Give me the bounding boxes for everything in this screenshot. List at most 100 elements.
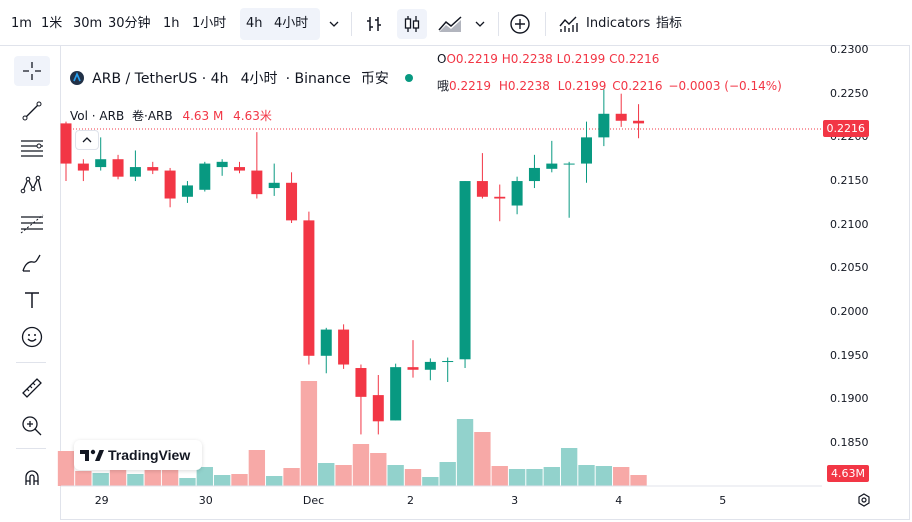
text-tool-icon[interactable] (14, 285, 50, 315)
magnet-icon[interactable] (14, 463, 50, 493)
candles-chart-type-icon[interactable] (397, 9, 427, 39)
bar-chart-type-icon[interactable] (361, 11, 387, 37)
volume-bar (75, 471, 92, 486)
volume-bar (248, 450, 266, 486)
settings-gear-icon[interactable] (856, 492, 872, 508)
ruler-icon[interactable] (14, 373, 50, 403)
price-tick-label: 0.2000 (830, 305, 869, 319)
trend-line-icon[interactable] (14, 96, 50, 126)
volume-bar (179, 478, 196, 486)
area-chart-type-icon[interactable] (436, 11, 464, 37)
volume-bar (491, 466, 508, 486)
fib-retracement-icon[interactable] (14, 209, 50, 239)
tradingview-logo[interactable]: TradingView (74, 440, 202, 470)
candle-body (390, 367, 402, 421)
toolbar-divider (16, 362, 46, 363)
market-status-icon (404, 74, 413, 82)
volume-bar (213, 475, 231, 486)
volume-legend[interactable]: Vol · ARB 卷·ARB 4.63 M 4.63米 (70, 107, 272, 124)
price-tick-label: 0.1850 (830, 436, 869, 450)
ohlc-close-2: C0.2216 (612, 79, 663, 93)
candle-body (199, 163, 211, 190)
candle-body (528, 167, 540, 182)
volume-value-cn: 4.63米 (233, 109, 272, 123)
symbol-legend[interactable]: ARB / TetherUS · 4h 4小时 · Binance 币安 (70, 68, 413, 88)
top-toolbar: 1m 1米 30m 30分钟 1h 1小时 4h 4小时 Indicators … (0, 0, 910, 46)
time-tick-label: 4 (615, 494, 623, 507)
candle-body (147, 167, 159, 171)
candlesticks (60, 89, 645, 435)
crosshair-icon[interactable] (14, 56, 50, 86)
exchange-name: · Binance (285, 71, 351, 87)
volume-bar (300, 381, 318, 486)
timeframe-30m[interactable]: 30m (73, 16, 103, 31)
horizontal-lines-icon[interactable] (14, 133, 50, 163)
ohlc-legend-1: OO0.2219 H0.2238 L0.2199 C0.2216 (437, 52, 660, 66)
volume-bar (595, 466, 613, 486)
pattern-icon[interactable] (14, 170, 50, 200)
timeframe-1m[interactable]: 1m (11, 16, 32, 31)
candle-body (633, 120, 645, 124)
zoom-in-icon[interactable] (14, 411, 50, 441)
exchange-name-cn: 币安 (360, 71, 389, 87)
toolbar-divider (16, 448, 46, 449)
volume-bar (578, 465, 595, 486)
candle-body (407, 367, 419, 370)
candle-body (459, 181, 471, 360)
timeframe-1h-cn[interactable]: 1小时 (192, 16, 227, 31)
ohlc-prefix-cn: 哦 (437, 79, 450, 93)
candle-body (563, 163, 575, 165)
candle-body (511, 181, 523, 206)
time-tick-label: 2 (407, 494, 414, 507)
volume-bar (144, 469, 161, 486)
candle-body (442, 361, 454, 363)
price-tick-label: 0.2050 (830, 261, 869, 275)
timeframe-30m-cn[interactable]: 30分钟 (108, 16, 151, 31)
ohlc-low: L0.2199 (556, 52, 606, 66)
symbol-title: ARB / TetherUS · 4h (92, 71, 229, 87)
ohlc-high: H0.2238 (501, 52, 553, 66)
volume-label-cn: 卷·ARB (132, 109, 173, 123)
ohlc-low-2: L0.2199 (557, 79, 607, 93)
chevron-down-icon[interactable] (467, 11, 493, 37)
arb-coin-icon (70, 71, 84, 85)
candle-body (581, 137, 592, 164)
chevron-down-icon[interactable] (321, 11, 347, 37)
candle-body (251, 170, 263, 195)
price-tick-label: 0.2300 (830, 43, 869, 56)
timeframe-1h[interactable]: 1h (163, 16, 180, 31)
volume-bar (422, 477, 439, 486)
candle-body (424, 361, 436, 370)
candle-body (95, 159, 107, 168)
volume-bar (543, 467, 560, 486)
add-compare-icon[interactable] (507, 11, 533, 37)
candle-body (303, 220, 315, 356)
indicators-button-cn[interactable]: 指标 (656, 16, 683, 31)
drawing-toolbar (0, 46, 61, 520)
current-volume-badge: 4.63M (827, 465, 869, 482)
brush-icon[interactable] (14, 248, 50, 278)
ohlc-open-2: 0.2219 (449, 79, 492, 93)
timeframe-4h[interactable]: 4h (246, 16, 263, 31)
timeframe-4h-cn[interactable]: 4小时 (274, 16, 309, 31)
candle-body (338, 329, 350, 365)
price-tick-label: 0.1950 (830, 348, 869, 362)
candle-body (546, 163, 558, 169)
candle-body (598, 113, 610, 138)
smiley-icon[interactable] (14, 322, 50, 352)
toolbar-divider (498, 12, 499, 36)
indicators-icon[interactable] (556, 11, 582, 37)
volume-bar (109, 468, 127, 486)
volume-bar (231, 474, 248, 486)
interval-cn: 4小时 (240, 71, 278, 87)
timeframe-1m-cn[interactable]: 1米 (41, 16, 63, 31)
candle-body (286, 182, 298, 221)
volume-bar (92, 473, 109, 486)
candle-body (234, 167, 245, 171)
indicators-button[interactable]: Indicators (586, 16, 651, 31)
collapse-legend-button[interactable] (75, 130, 99, 150)
time-tick-label: 30 (198, 494, 213, 507)
volume-bar (474, 432, 491, 486)
price-tick-label: 0.1900 (830, 392, 869, 406)
